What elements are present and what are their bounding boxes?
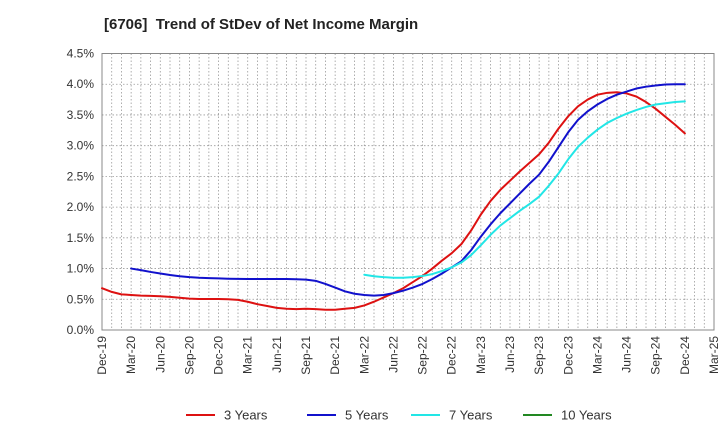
y-tick-label: 3.0% — [67, 139, 95, 153]
series-layer — [101, 83, 686, 311]
x-tick-label: Jun-20 — [153, 336, 167, 373]
y-tick-label: 4.0% — [67, 77, 95, 91]
y-tick-label: 0.5% — [67, 292, 95, 306]
x-tick-label: Dec-20 — [212, 336, 226, 375]
x-tick-label: Dec-22 — [445, 336, 459, 375]
y-tick-label: 4.5% — [67, 47, 95, 61]
chart-title: [6706] Trend of StDev of Net Income Marg… — [104, 16, 419, 33]
y-tick-layer: 0.0% 0.5% 1.0% 1.5% 2.0% 2.5% 3.0% 3.5% 4.0% 4.5% — [67, 47, 95, 338]
series-line-5-years — [130, 83, 686, 297]
x-tick-label: Sep-23 — [532, 336, 546, 375]
y-tick-label: 0.0% — [67, 323, 95, 337]
x-tick-label: Dec-21 — [328, 336, 342, 375]
x-tick-layer: Dec-19 Mar-20 Jun-20 Sep-20 Dec-20 Mar-21 Jun-… — [95, 336, 720, 375]
x-tick-label: Sep-21 — [299, 336, 313, 375]
y-tick-label: 3.5% — [67, 108, 95, 122]
x-tick-label: Sep-24 — [649, 336, 663, 375]
legend-label-7-years: 7 Years — [449, 408, 493, 423]
y-tick-label: 1.5% — [67, 231, 95, 245]
x-tick-label: Mar-25 — [707, 336, 720, 374]
legend-layer: 3 Years 5 Years 7 Years 10 Years — [186, 408, 612, 423]
legend-label-10-years: 10 Years — [561, 408, 612, 423]
x-tick-label: Mar-23 — [474, 336, 488, 374]
y-tick-label: 2.0% — [67, 200, 95, 214]
legend-label-3-years: 3 Years — [224, 408, 268, 423]
x-tick-label: Jun-21 — [270, 336, 284, 373]
y-tick-label: 1.0% — [67, 262, 95, 276]
x-tick-label: Mar-21 — [241, 336, 255, 374]
x-tick-label: Jun-23 — [503, 336, 517, 373]
x-tick-label: Mar-24 — [590, 336, 604, 374]
x-tick-label: Mar-20 — [124, 336, 138, 374]
plot-frame — [101, 53, 715, 331]
x-tick-label: Sep-22 — [416, 336, 430, 375]
series-line-7-years — [363, 100, 686, 279]
x-tick-label: Jun-22 — [386, 336, 400, 373]
x-tick-label: Mar-22 — [357, 336, 371, 374]
x-tick-label: Sep-20 — [182, 336, 196, 375]
x-tick-label: Dec-24 — [678, 336, 692, 375]
y-tick-label: 2.5% — [67, 169, 95, 183]
legend-label-5-years: 5 Years — [345, 408, 389, 423]
x-tick-label: Dec-19 — [95, 336, 109, 375]
x-tick-label: Jun-24 — [620, 336, 634, 373]
x-tick-label: Dec-23 — [561, 336, 575, 375]
